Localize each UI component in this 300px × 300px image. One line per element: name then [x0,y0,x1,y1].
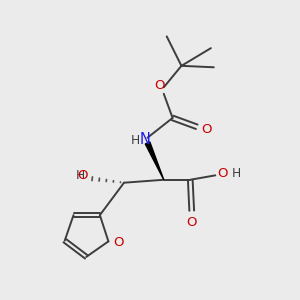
Text: O: O [114,236,124,249]
Text: H: H [232,167,241,180]
Text: O: O [201,123,211,136]
Polygon shape [145,142,164,180]
Text: O: O [78,169,88,182]
Text: O: O [218,167,228,180]
Text: H: H [76,169,85,182]
Text: H: H [130,134,140,146]
Text: O: O [187,216,197,229]
Text: N: N [139,132,150,147]
Text: O: O [154,79,165,92]
